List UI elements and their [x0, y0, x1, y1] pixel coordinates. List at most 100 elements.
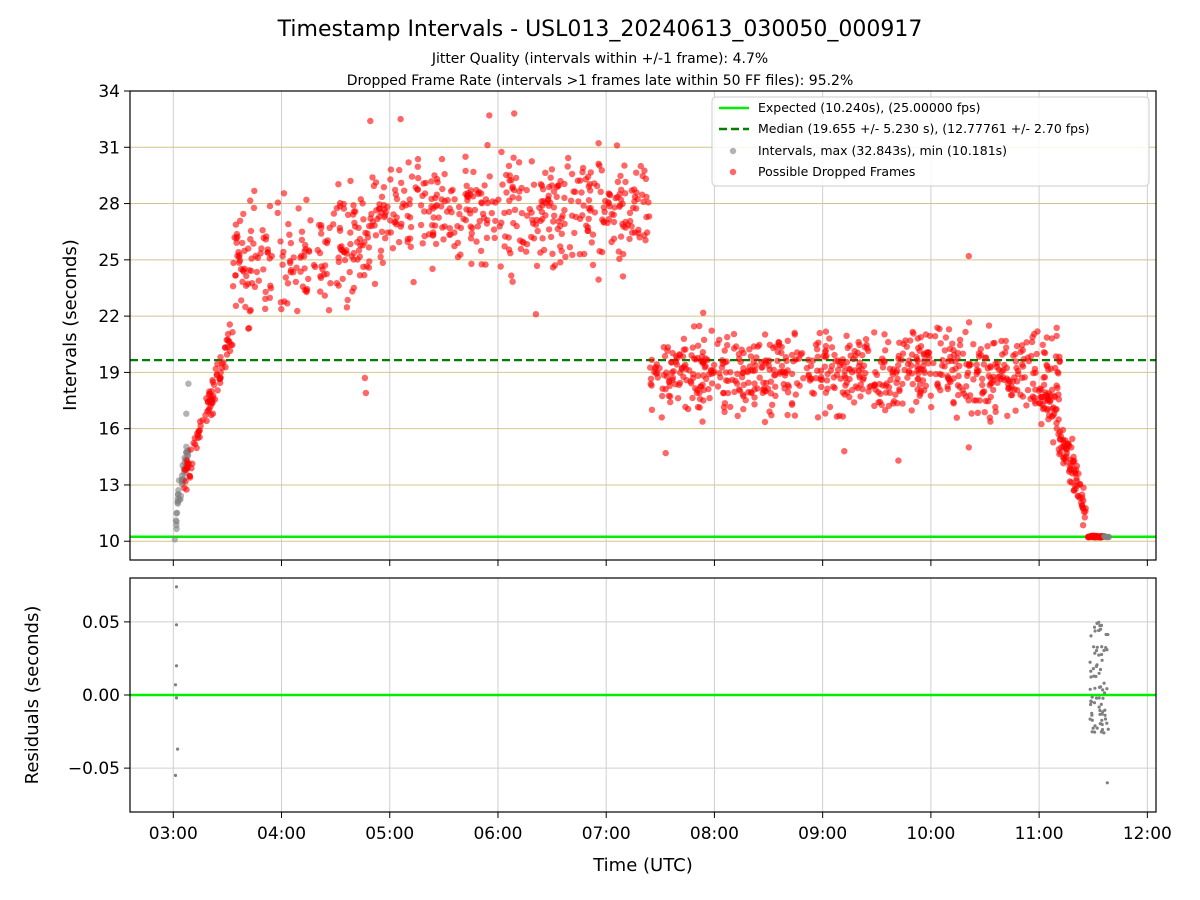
- dropped-frame-point: [292, 278, 300, 286]
- dropped-frame-point: [505, 162, 513, 170]
- dropped-frame-point: [814, 353, 822, 360]
- dropped-frame-point: [367, 117, 374, 125]
- dropped-frame-point: [350, 211, 357, 218]
- dropped-frame-point: [478, 261, 485, 268]
- dropped-frame-point: [620, 250, 627, 258]
- dropped-frame-point: [766, 341, 774, 348]
- dropped-frame-point: [694, 354, 701, 362]
- dropped-frame-point: [994, 359, 1001, 367]
- dropped-frame-point: [182, 478, 189, 485]
- dropped-frame-point: [564, 163, 571, 170]
- dropped-frame-point: [690, 323, 698, 330]
- dropped-frame-point: [468, 230, 475, 237]
- dropped-frame-point: [669, 349, 676, 357]
- residual-point: [1089, 634, 1093, 638]
- dropped-frame-point: [404, 238, 411, 246]
- dropped-frame-point: [1053, 419, 1060, 427]
- x-tick-label: 04:00: [257, 824, 306, 844]
- dropped-frame-point: [974, 409, 981, 416]
- dropped-frame-point: [286, 231, 293, 238]
- dropped-frame-point: [669, 374, 677, 381]
- dropped-frame-point: [454, 253, 462, 261]
- dropped-frame-point: [1036, 400, 1043, 407]
- dropped-frame-point: [284, 300, 291, 307]
- dropped-frame-point: [923, 349, 930, 356]
- interval-point: [185, 380, 192, 387]
- dropped-frame-point: [895, 361, 902, 369]
- dropped-frame-point: [614, 178, 622, 185]
- dropped-frame-point: [235, 259, 243, 266]
- dropped-frame-point: [350, 202, 357, 209]
- dropped-frame-point: [432, 240, 440, 248]
- dropped-frame-point: [700, 336, 708, 343]
- dropped-frame-point: [557, 222, 564, 230]
- dropped-frame-point: [378, 228, 386, 235]
- dropped-frame-point: [339, 275, 346, 283]
- dropped-frame-point: [378, 193, 386, 200]
- residual-point: [1089, 702, 1093, 707]
- dropped-frame-point: [1071, 469, 1079, 476]
- dropped-frame-point: [561, 206, 568, 214]
- chart-title: Timestamp Intervals - USL013_20240613_03…: [277, 17, 923, 42]
- dropped-frame-point: [368, 210, 375, 218]
- dropped-frame-point: [633, 169, 640, 176]
- dropped-frame-point: [621, 162, 628, 169]
- dropped-frame-point: [430, 214, 437, 221]
- dropped-frame-point: [605, 216, 612, 223]
- dropped-frame-point: [572, 213, 580, 221]
- dropped-frame-point: [917, 343, 925, 350]
- dropped-frame-point: [822, 328, 830, 335]
- dropped-frame-point: [617, 233, 625, 240]
- dropped-frame-point: [193, 444, 200, 452]
- dropped-frame-point: [340, 205, 348, 212]
- dropped-frame-point: [1041, 349, 1049, 357]
- dropped-frame-point: [546, 183, 553, 191]
- dropped-frame-point: [361, 271, 368, 279]
- dropped-frame-point: [970, 341, 977, 348]
- dropped-frame-point: [391, 219, 398, 226]
- dropped-frame-point: [230, 259, 237, 267]
- dropped-frame-point: [846, 375, 853, 383]
- dropped-frame-point: [377, 253, 384, 261]
- residuals-x-ticks: 03:00 04:00 05:00 06:00 07:00 08:00 09:00 10:00…: [149, 812, 1172, 844]
- dropped-frame-point: [761, 418, 769, 426]
- dropped-frame-point: [915, 370, 922, 377]
- dropped-frame-point: [414, 163, 421, 170]
- intervals-y-tick-label: 25: [98, 251, 120, 271]
- dropped-frame-point: [772, 383, 779, 390]
- dropped-frame-point: [277, 238, 284, 245]
- dropped-frame-point: [1040, 374, 1047, 381]
- dropped-frame-point: [335, 258, 342, 266]
- dropped-frame-point: [587, 187, 594, 194]
- dropped-frame-point: [822, 347, 829, 354]
- dropped-frame-point: [700, 358, 707, 365]
- dropped-frame-point: [1066, 478, 1074, 485]
- dropped-frame-point: [391, 186, 399, 194]
- dropped-frame-point: [550, 218, 557, 225]
- chart-subtitle-jitter: Jitter Quality (intervals within +/-1 fr…: [431, 51, 768, 67]
- dropped-frame-point: [397, 115, 404, 123]
- dropped-frame-point: [641, 232, 648, 239]
- dropped-frame-point: [479, 210, 487, 217]
- dropped-frame-point: [1060, 439, 1067, 446]
- legend-expected-label: Expected (10.240s), (25.00000 fps): [758, 100, 980, 115]
- dropped-frame-point: [740, 393, 747, 400]
- dropped-frame-point: [369, 174, 376, 181]
- dropped-frame-point: [986, 414, 993, 421]
- dropped-frame-point: [547, 174, 554, 181]
- dropped-frame-point: [939, 362, 946, 369]
- dropped-frame-point: [658, 414, 665, 421]
- dropped-frame-point: [941, 347, 948, 354]
- dropped-frame-point: [406, 214, 414, 221]
- dropped-frame-point: [595, 140, 602, 147]
- dropped-frame-point: [186, 472, 193, 480]
- dropped-frame-point: [1019, 363, 1027, 370]
- dropped-frame-point: [871, 402, 878, 410]
- dropped-frame-point: [578, 189, 585, 196]
- residual-point: [1095, 645, 1099, 649]
- dropped-frame-point: [387, 176, 394, 183]
- dropped-frame-point: [1038, 420, 1045, 428]
- dropped-frame-point: [733, 380, 741, 387]
- dropped-frame-point: [643, 213, 650, 221]
- dropped-frame-point: [490, 226, 498, 233]
